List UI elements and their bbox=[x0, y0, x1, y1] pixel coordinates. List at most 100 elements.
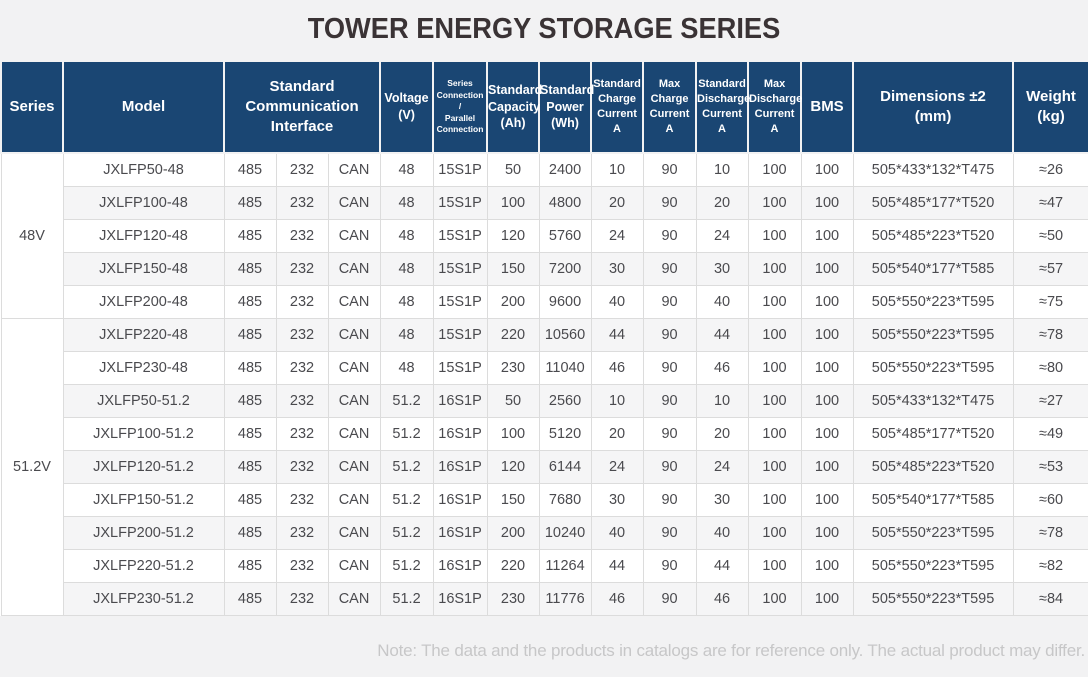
header-standard-discharge: Standard Discharge Current A bbox=[695, 60, 750, 154]
voltage-cell: 48 bbox=[379, 318, 434, 352]
can-cell: CAN bbox=[327, 285, 381, 319]
max-discharge-cell: 100 bbox=[747, 351, 802, 385]
standard-charge-cell: 44 bbox=[590, 318, 644, 352]
header-weight: Weight (kg) bbox=[1012, 60, 1088, 154]
bms-cell: 100 bbox=[800, 318, 854, 352]
can-cell: CAN bbox=[327, 219, 381, 253]
power-cell: 11776 bbox=[538, 582, 592, 616]
max-discharge-cell: 100 bbox=[747, 549, 802, 583]
standard-discharge-cell: 46 bbox=[695, 582, 749, 616]
connection-cell: 15S1P bbox=[432, 152, 488, 187]
voltage-cell: 51.2 bbox=[379, 450, 434, 484]
max-discharge-cell: 100 bbox=[747, 318, 802, 352]
rs485-cell: 485 bbox=[223, 186, 277, 220]
connection-cell: 15S1P bbox=[432, 186, 488, 220]
model-cell: JXLFP150-48 bbox=[62, 252, 225, 286]
can-cell: CAN bbox=[327, 152, 381, 187]
rs232-cell: 232 bbox=[275, 516, 329, 550]
weight-cell: ≈78 bbox=[1012, 318, 1088, 352]
header-dimensions: Dimensions ±2 (mm) bbox=[852, 60, 1015, 154]
voltage-cell: 48 bbox=[379, 351, 434, 385]
connection-cell: 16S1P bbox=[432, 483, 488, 517]
standard-discharge-cell: 10 bbox=[695, 152, 749, 187]
voltage-cell: 48 bbox=[379, 252, 434, 286]
power-cell: 4800 bbox=[538, 186, 592, 220]
max-charge-cell: 90 bbox=[642, 549, 697, 583]
can-cell: CAN bbox=[327, 417, 381, 451]
model-cell: JXLFP150-51.2 bbox=[62, 483, 225, 517]
max-charge-cell: 90 bbox=[642, 483, 697, 517]
max-discharge-cell: 100 bbox=[747, 483, 802, 517]
power-cell: 2400 bbox=[538, 152, 592, 187]
table-row: JXLFP50-51.2 485 232 CAN 51.2 16S1P 50 2560 10 90… bbox=[1, 384, 1088, 418]
dimensions-cell: 505*550*223*T595 bbox=[852, 549, 1014, 583]
rs485-cell: 485 bbox=[223, 417, 277, 451]
bms-cell: 100 bbox=[800, 285, 854, 319]
bms-cell: 100 bbox=[800, 549, 854, 583]
capacity-cell: 230 bbox=[486, 582, 540, 616]
max-charge-cell: 90 bbox=[642, 285, 697, 319]
dimensions-cell: 505*550*223*T595 bbox=[852, 318, 1014, 352]
can-cell: CAN bbox=[327, 252, 381, 286]
weight-cell: ≈60 bbox=[1012, 483, 1088, 517]
model-cell: JXLFP200-48 bbox=[62, 285, 225, 319]
max-charge-cell: 90 bbox=[642, 252, 697, 286]
standard-charge-cell: 46 bbox=[590, 582, 644, 616]
connection-cell: 15S1P bbox=[432, 351, 488, 385]
series-label: 51.2V bbox=[0, 318, 64, 616]
rs232-cell: 232 bbox=[275, 318, 329, 352]
max-discharge-cell: 100 bbox=[747, 219, 802, 253]
max-charge-cell: 90 bbox=[642, 582, 697, 616]
dimensions-cell: 505*540*177*T585 bbox=[852, 252, 1014, 286]
max-charge-cell: 90 bbox=[642, 417, 697, 451]
dimensions-cell: 505*433*132*T475 bbox=[852, 384, 1014, 418]
capacity-cell: 200 bbox=[486, 516, 540, 550]
max-charge-cell: 90 bbox=[642, 219, 697, 253]
model-cell: JXLFP100-51.2 bbox=[62, 417, 225, 451]
can-cell: CAN bbox=[327, 318, 381, 352]
series-group: 48V JXLFP50-48 485 232 CAN 48 15S1P 50 2400 10 90 1… bbox=[0, 152, 1088, 319]
header-max-charge: Max Charge Current A bbox=[642, 60, 698, 154]
max-charge-cell: 90 bbox=[642, 351, 697, 385]
voltage-cell: 48 bbox=[379, 285, 434, 319]
standard-discharge-cell: 44 bbox=[695, 549, 749, 583]
capacity-cell: 230 bbox=[486, 351, 540, 385]
model-cell: JXLFP230-51.2 bbox=[62, 582, 225, 616]
standard-discharge-cell: 46 bbox=[695, 351, 749, 385]
bms-cell: 100 bbox=[800, 252, 854, 286]
table-row: JXLFP200-48 485 232 CAN 48 15S1P 200 9600 40 90 40… bbox=[1, 285, 1088, 319]
table-row: 51.2V JXLFP220-48 485 232 CAN 48 15S1P 220 10560… bbox=[0, 318, 1088, 616]
bms-cell: 100 bbox=[800, 384, 854, 418]
capacity-cell: 50 bbox=[486, 384, 540, 418]
standard-charge-cell: 30 bbox=[590, 252, 644, 286]
standard-charge-cell: 44 bbox=[590, 549, 644, 583]
can-cell: CAN bbox=[327, 483, 381, 517]
bms-cell: 100 bbox=[800, 186, 854, 220]
voltage-cell: 51.2 bbox=[379, 582, 434, 616]
weight-cell: ≈78 bbox=[1012, 516, 1088, 550]
standard-charge-cell: 40 bbox=[590, 516, 644, 550]
power-cell: 6144 bbox=[538, 450, 592, 484]
can-cell: CAN bbox=[327, 351, 381, 385]
rs232-cell: 232 bbox=[275, 351, 329, 385]
rs232-cell: 232 bbox=[275, 483, 329, 517]
rs485-cell: 485 bbox=[223, 384, 277, 418]
weight-cell: ≈26 bbox=[1012, 152, 1088, 187]
rs485-cell: 485 bbox=[223, 549, 277, 583]
header-voltage: Voltage (V) bbox=[379, 60, 435, 154]
table-row: JXLFP150-51.2 485 232 CAN 51.2 16S1P 150 7680 30… bbox=[1, 483, 1088, 517]
header-connection: Series Connection / Parallel Connection bbox=[432, 60, 489, 154]
table-header: Series Model Standard Communication Inte… bbox=[0, 60, 1088, 154]
rs485-cell: 485 bbox=[223, 450, 277, 484]
rs485-cell: 485 bbox=[223, 582, 277, 616]
standard-charge-cell: 40 bbox=[590, 285, 644, 319]
table-row: JXLFP100-48 485 232 CAN 48 15S1P 100 4800 20 90 20… bbox=[1, 186, 1088, 220]
weight-cell: ≈82 bbox=[1012, 549, 1088, 583]
connection-cell: 15S1P bbox=[432, 219, 488, 253]
connection-cell: 16S1P bbox=[432, 549, 488, 583]
standard-charge-cell: 10 bbox=[590, 384, 644, 418]
header-model: Model bbox=[62, 60, 225, 154]
rs232-cell: 232 bbox=[275, 549, 329, 583]
max-discharge-cell: 100 bbox=[747, 417, 802, 451]
bms-cell: 100 bbox=[800, 417, 854, 451]
